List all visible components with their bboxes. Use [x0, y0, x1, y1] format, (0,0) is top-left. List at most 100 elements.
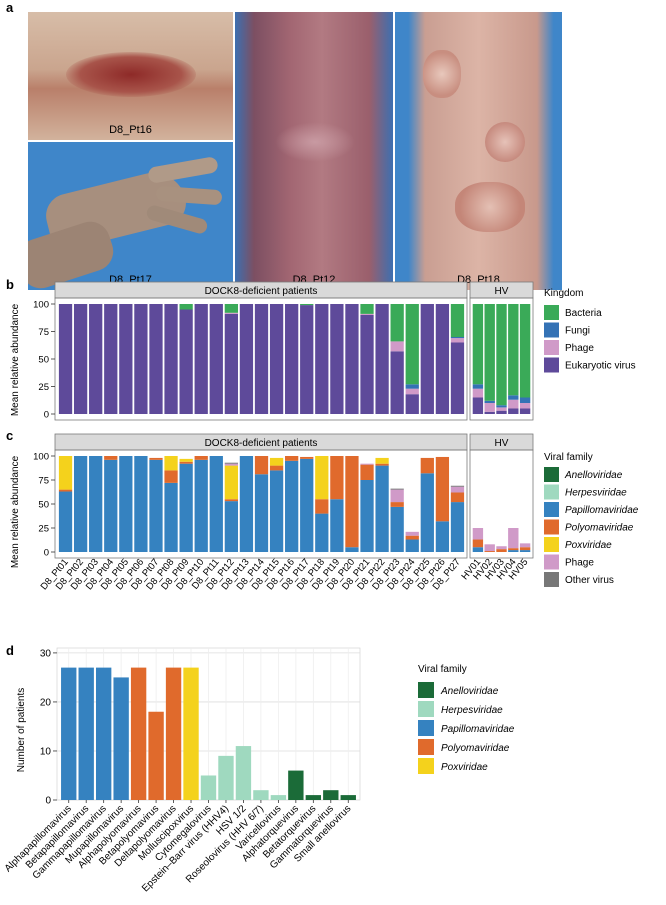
knee-scar-shape	[275, 122, 355, 162]
bar-segment	[390, 341, 404, 352]
bar-segment	[375, 465, 389, 552]
bar-segment	[375, 457, 389, 464]
bar-segment	[390, 304, 404, 342]
bar-segment	[508, 550, 519, 552]
bar-segment	[330, 456, 344, 500]
bar-segment	[239, 456, 254, 552]
legend-label: Bacteria	[565, 308, 602, 319]
bar-segment	[472, 397, 484, 414]
bar-segment	[390, 502, 404, 507]
bar	[113, 677, 129, 800]
bar-segment	[519, 543, 531, 548]
bar-segment	[315, 456, 329, 500]
viral-family-abundance-chart: DOCK8-deficient patients HV Mean relativ…	[10, 433, 639, 592]
bar-segment	[519, 403, 531, 409]
photo-knee: D8_Pt12	[235, 12, 393, 290]
bar-segment	[164, 456, 178, 471]
legend-label: Fungi	[565, 326, 590, 337]
bar-segment	[194, 456, 208, 460]
bar-segment	[58, 491, 73, 552]
legend-label: Other virus	[565, 575, 614, 586]
y-tick-label: 50	[38, 355, 49, 366]
facet-strip-hv-label: HV	[495, 438, 509, 449]
bar-segment	[224, 462, 238, 464]
bar-segment	[508, 399, 519, 409]
bar-segment	[179, 461, 193, 464]
y-tick-label: 20	[40, 697, 52, 708]
y-tick-label: 75	[38, 476, 49, 487]
bar-segment	[330, 499, 344, 552]
bar-segment	[300, 456, 314, 459]
legend-swatch	[418, 739, 434, 755]
bar-segment	[360, 304, 374, 314]
legend-swatch	[544, 519, 559, 535]
bar-segment	[405, 394, 419, 414]
bar-segment	[390, 351, 404, 414]
bar-segment	[89, 456, 103, 552]
bar-segment	[390, 489, 404, 503]
legend-swatch	[418, 758, 434, 774]
legend-label: Herpesviridae	[441, 705, 503, 716]
bar-segment	[496, 405, 507, 408]
legend-swatch	[544, 554, 559, 570]
legend-label: Poxviridae	[441, 762, 488, 773]
legend-swatch	[544, 357, 559, 373]
panel-c-label: c	[6, 428, 14, 443]
bar-segment	[315, 304, 329, 414]
bar-segment	[149, 457, 163, 460]
bar-segment	[285, 456, 299, 461]
bar-segment	[119, 304, 133, 414]
kingdom-abundance-chart: DOCK8-deficient patients HV Mean relativ…	[10, 281, 636, 421]
legend-swatch	[418, 720, 434, 736]
bar-segment	[519, 408, 531, 414]
bar-segment	[224, 501, 238, 552]
bar-segment	[472, 388, 484, 398]
panel-b-label: b	[6, 277, 14, 292]
bar	[340, 795, 356, 800]
y-tick-label: 0	[45, 796, 51, 807]
bar-segment	[345, 547, 359, 552]
bar-segment	[496, 407, 507, 411]
legend-swatch	[418, 682, 434, 698]
bar-segment	[360, 313, 374, 315]
legend-swatch	[544, 572, 559, 587]
bar-segment	[345, 456, 359, 548]
bar-segment	[285, 460, 299, 552]
bar-segment	[345, 304, 359, 414]
legend-label: Polyomaviridae	[565, 523, 634, 534]
bar-segment	[435, 304, 450, 414]
bar-segment	[224, 313, 238, 414]
bar-segment	[450, 338, 465, 343]
bar-segment	[450, 502, 465, 552]
bar-segment	[508, 304, 519, 396]
legend-swatch	[544, 502, 559, 517]
bar	[270, 795, 287, 800]
bar-segment	[315, 513, 329, 552]
y-tick-label: 0	[44, 410, 49, 421]
y-tick-label: 10	[40, 746, 52, 757]
bar-segment	[360, 463, 374, 465]
patients-per-genus-chart: Number of patients Viral family 0 10 20 30 A…	[3, 647, 515, 894]
panel-d-label: d	[6, 643, 14, 658]
bar-segment	[58, 489, 73, 492]
bar-segment	[508, 528, 519, 549]
bar-segment	[450, 337, 465, 339]
bar-segment	[149, 304, 163, 414]
bar-segment	[484, 544, 495, 552]
bar-segment	[472, 539, 484, 548]
facet-strip-hv-label: HV	[495, 286, 509, 297]
bar-segment	[450, 342, 465, 414]
bar-segment	[239, 304, 254, 414]
nodule-cluster-shape	[485, 122, 525, 162]
bar-segment	[300, 458, 314, 552]
y-axis-label: Mean relative abundance	[10, 455, 21, 568]
bar-segment	[420, 457, 434, 474]
bar-segment	[360, 464, 374, 480]
legend-label: Herpesviridae	[565, 488, 627, 499]
legend-label: Phage	[565, 343, 594, 354]
bar-segment	[104, 459, 118, 552]
bar-segment	[58, 304, 73, 414]
bar-segment	[179, 309, 193, 414]
bar-segment	[224, 463, 238, 466]
bar-segment	[285, 304, 299, 414]
